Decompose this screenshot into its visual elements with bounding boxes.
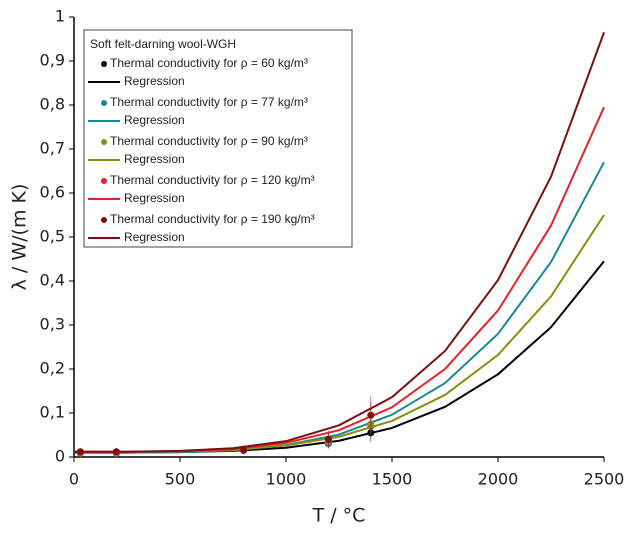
y-tick-label: 0,7 [40, 139, 65, 158]
legend-title: Soft felt-darning wool-WGH [90, 37, 236, 51]
legend-label: Regression [124, 113, 185, 127]
legend-label: Regression [124, 191, 185, 205]
legend-label: Thermal conductivity for ρ = 60 kg/m³ [110, 56, 308, 70]
legend-marker [101, 100, 107, 106]
x-tick-label: 2500 [584, 470, 625, 489]
legend-label: Regression [124, 230, 185, 244]
y-tick-label: 1 [55, 7, 65, 26]
y-tick-label: 0,8 [40, 95, 65, 114]
x-tick-label: 1500 [372, 470, 413, 489]
y-axis-label: λ / W/(m K) [9, 184, 31, 291]
data-point [112, 448, 120, 456]
regression-line [74, 214, 605, 453]
legend-marker [101, 178, 107, 184]
legend-label: Thermal conductivity for ρ = 90 kg/m³ [110, 134, 308, 148]
legend-label: Thermal conductivity for ρ = 77 kg/m³ [110, 95, 308, 109]
legend-marker [101, 217, 107, 223]
data-point [76, 448, 84, 456]
y-tick-label: 0,1 [40, 403, 65, 422]
regression-line [74, 260, 605, 454]
x-tick-label: 1000 [266, 470, 307, 489]
y-tick-label: 0,2 [40, 359, 65, 378]
x-axis-label: T / °C [312, 505, 366, 527]
regression-line [74, 32, 605, 453]
legend-marker [101, 139, 107, 145]
y-tick-label: 0,9 [40, 51, 65, 70]
data-point [324, 435, 332, 443]
legend: Soft felt-darning wool-WGH Thermal conduc… [83, 29, 353, 248]
data-point [367, 411, 375, 419]
legend-label: Thermal conductivity for ρ = 120 kg/m³ [110, 173, 315, 187]
legend-label: Regression [124, 74, 185, 88]
x-tick-label: 0 [69, 470, 79, 489]
y-tick-label: 0 [55, 447, 65, 466]
legend-label: Thermal conductivity for ρ = 190 kg/m³ [110, 212, 315, 226]
y-tick-label: 0,5 [40, 227, 65, 246]
x-tick-label: 500 [165, 470, 196, 489]
legend-box [83, 29, 353, 248]
legend-marker [101, 61, 107, 67]
y-tick-label: 0,6 [40, 183, 65, 202]
y-tick-label: 0,3 [40, 315, 65, 334]
legend-label: Regression [124, 152, 185, 166]
data-point [240, 446, 248, 454]
x-tick-label: 2000 [478, 470, 519, 489]
y-tick-label: 0,4 [40, 271, 65, 290]
